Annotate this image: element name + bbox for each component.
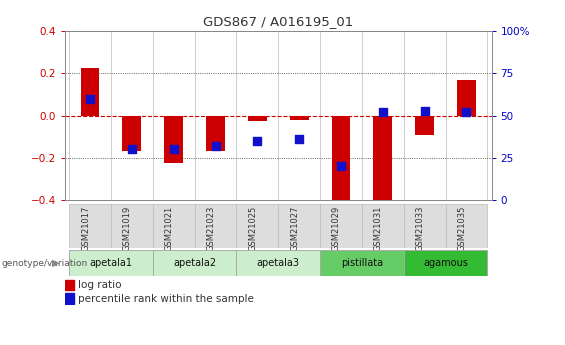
Bar bbox=[153, 204, 194, 248]
Text: apetala3: apetala3 bbox=[257, 258, 300, 268]
Bar bbox=[153, 250, 236, 276]
Text: percentile rank within the sample: percentile rank within the sample bbox=[79, 294, 254, 304]
Text: GSM21023: GSM21023 bbox=[207, 206, 215, 251]
Bar bbox=[81, 68, 99, 116]
Bar bbox=[164, 116, 183, 163]
Point bbox=[379, 109, 388, 115]
Bar bbox=[69, 204, 111, 248]
Text: GSM21035: GSM21035 bbox=[458, 206, 467, 251]
Text: GSM21021: GSM21021 bbox=[165, 206, 173, 251]
Bar bbox=[69, 250, 153, 276]
Bar bbox=[206, 116, 225, 151]
Text: apetala1: apetala1 bbox=[89, 258, 132, 268]
Text: GSM21029: GSM21029 bbox=[332, 206, 341, 251]
Point bbox=[127, 147, 136, 152]
Bar bbox=[373, 116, 392, 204]
Bar bbox=[111, 204, 153, 248]
Text: GSM21025: GSM21025 bbox=[249, 206, 257, 251]
Bar bbox=[279, 204, 320, 248]
Bar bbox=[404, 204, 446, 248]
Bar bbox=[65, 294, 74, 304]
Text: pistillata: pistillata bbox=[341, 258, 383, 268]
Bar bbox=[290, 116, 308, 120]
Point bbox=[169, 147, 178, 152]
Title: GDS867 / A016195_01: GDS867 / A016195_01 bbox=[203, 16, 353, 29]
Point bbox=[420, 108, 429, 113]
Bar bbox=[332, 116, 350, 204]
Bar bbox=[123, 116, 141, 151]
Point bbox=[253, 138, 262, 144]
Point bbox=[462, 109, 471, 115]
Text: GSM21019: GSM21019 bbox=[123, 206, 132, 251]
Bar bbox=[457, 80, 476, 116]
Bar bbox=[320, 250, 404, 276]
Text: GSM21017: GSM21017 bbox=[81, 206, 90, 251]
Bar bbox=[404, 250, 488, 276]
Bar bbox=[320, 204, 362, 248]
Text: GSM21027: GSM21027 bbox=[290, 206, 299, 251]
Text: GSM21033: GSM21033 bbox=[416, 206, 425, 251]
Text: genotype/variation: genotype/variation bbox=[1, 258, 88, 268]
Text: GSM21031: GSM21031 bbox=[374, 206, 383, 251]
Bar bbox=[248, 116, 267, 121]
Bar bbox=[194, 204, 236, 248]
Point bbox=[337, 164, 346, 169]
Point bbox=[85, 96, 94, 101]
Bar bbox=[362, 204, 404, 248]
Bar bbox=[415, 116, 434, 135]
Bar bbox=[446, 204, 488, 248]
Point bbox=[295, 137, 304, 142]
Bar bbox=[65, 280, 74, 290]
Text: ▶: ▶ bbox=[52, 258, 59, 268]
Text: log ratio: log ratio bbox=[79, 280, 122, 290]
Point bbox=[211, 143, 220, 149]
Bar bbox=[236, 204, 279, 248]
Text: apetala2: apetala2 bbox=[173, 258, 216, 268]
Text: agamous: agamous bbox=[423, 258, 468, 268]
Bar bbox=[236, 250, 320, 276]
